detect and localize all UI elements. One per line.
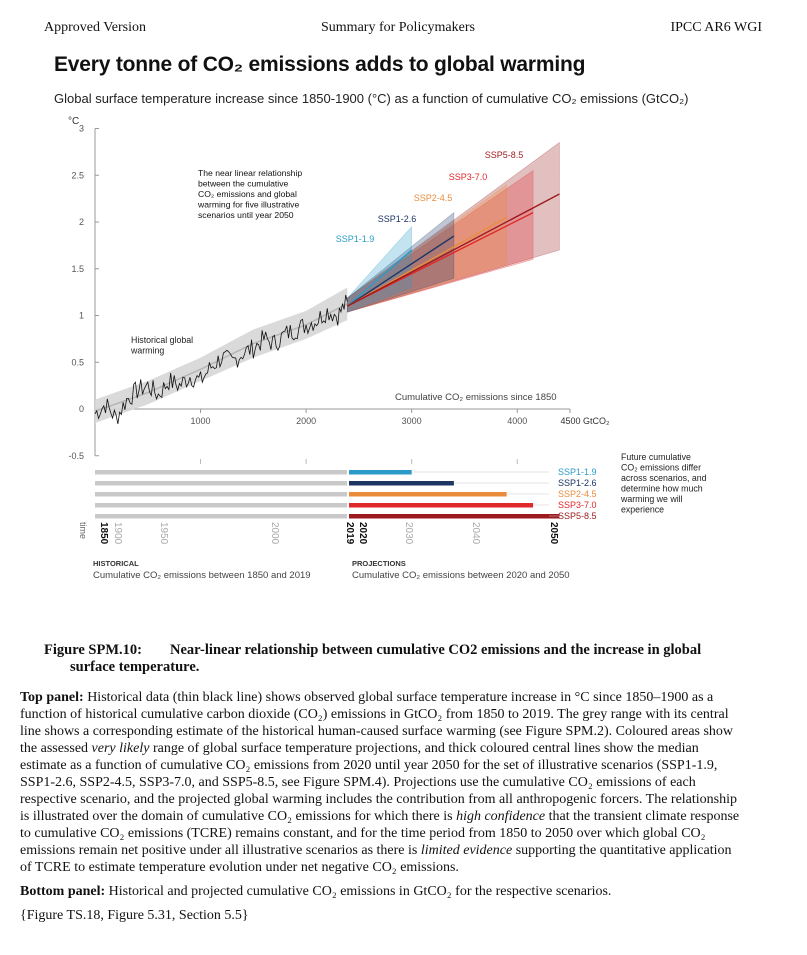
header-section: Summary for Policymakers — [321, 20, 475, 35]
annotation-historical-line: Historical global — [131, 335, 193, 345]
annotation-linear-line: The near linear relationship — [198, 168, 302, 178]
annotation-linear-line: CO₂ emissions and global — [198, 189, 297, 199]
label-ssp1-19: SSP1-1.9 — [336, 234, 375, 244]
legend-ssp1-19: SSP1-1.9 — [558, 467, 597, 477]
range-ssp1-19 — [346, 225, 412, 313]
top-panel-text-d: supporting the quantitative application … — [20, 843, 732, 875]
caption-title-line2: surface temperature. — [70, 659, 200, 675]
top-panel-em1: very likely — [91, 741, 150, 756]
central-line-ssp5-85 — [346, 193, 560, 307]
time-tick-label: 2000 — [269, 522, 280, 545]
range-ssp3-70 — [346, 170, 534, 313]
caption-title: Figure SPM.10: Near-linear relationship b… — [44, 642, 744, 676]
future-note-line: across scenarios, and — [621, 473, 707, 483]
top-panel-text-b: range of global surface temperature proj… — [20, 741, 738, 824]
historical-central-line — [94, 303, 348, 413]
top-panel-em2: high confidence — [456, 809, 546, 824]
historical-bar — [95, 470, 347, 475]
x-axis-unit: 4500 GtCO₂ — [560, 416, 610, 426]
annotation-historical-line: warming — [130, 346, 164, 356]
x-tick-label: 1000 — [191, 416, 211, 426]
range-ssp5-85 — [346, 141, 560, 313]
x-axis-label: Cumulative CO₂ emissions since 1850 — [395, 392, 557, 403]
header-report: IPCC AR6 WGI — [670, 20, 762, 35]
projection-subheading: Cumulative CO₂ emissions between 2020 an… — [352, 570, 570, 581]
time-tick-label: 1850 — [98, 522, 109, 545]
legend-ssp1-26: SSP1-2.6 — [558, 478, 597, 488]
time-tick-label: 2050 — [548, 522, 559, 545]
historical-bar — [95, 492, 347, 497]
historical-observed-line — [94, 294, 348, 425]
projection-bar-ssp1-26 — [349, 481, 454, 486]
legend-ssp5-85: SSP5-8.5 — [558, 511, 597, 521]
caption-body: Top panel: Historical data (thin black l… — [20, 689, 740, 931]
label-ssp2-45: SSP2-4.5 — [414, 193, 453, 203]
time-tick-label: 2020 — [357, 522, 368, 545]
header-version: Approved Version — [44, 20, 147, 35]
y-tick-label: 2 — [79, 217, 84, 227]
future-note-line: CO₂ emissions differ — [621, 463, 701, 473]
caption-refs: {Figure TS.18, Figure 5.31, Section 5.5} — [20, 908, 249, 923]
y-tick-label: 2.5 — [71, 170, 84, 180]
projection-bar-ssp5-85 — [349, 514, 560, 519]
label-ssp5-85: SSP5-8.5 — [485, 150, 524, 160]
time-tick-label: 2030 — [403, 522, 414, 545]
caption-title-line1: Near-linear relationship between cumulat… — [170, 642, 702, 658]
caption-number: Figure SPM.10: — [44, 642, 142, 658]
future-note-line: Future cumulative — [621, 452, 691, 462]
label-ssp1-26: SSP1-2.6 — [378, 214, 417, 224]
time-tick-label: 2040 — [470, 522, 481, 545]
central-line-ssp1-26 — [346, 235, 455, 307]
legend-ssp2-45: SSP2-4.5 — [558, 489, 597, 499]
historical-range — [95, 287, 348, 424]
y-axis-label: °C — [68, 116, 79, 127]
y-tick-label: 0 — [79, 404, 84, 414]
page-header: Approved Version Summary for Policymaker… — [44, 20, 762, 38]
bottom-panel-text: Historical and projected cumulative CO₂ … — [105, 884, 612, 899]
caption-top-panel: Top panel: Historical data (thin black l… — [20, 689, 740, 876]
annotation-linear-line: scenarios until year 2050 — [198, 210, 294, 220]
figure-graphic: 3 2.5 2 1.5 1 0.5 0 -0.5 °C 1000 2000 3000 4000 4500 … — [68, 116, 707, 581]
legend-ssp3-70: SSP3-7.0 — [558, 500, 597, 510]
future-note-line: warming we will — [620, 494, 683, 504]
time-tick-label: 2019 — [344, 522, 355, 545]
time-tick-label: 1950 — [158, 522, 169, 545]
historical-bar — [95, 503, 347, 508]
y-tick-label: 3 — [79, 124, 84, 134]
time-tick-label: 1900 — [112, 522, 123, 545]
annotation-linear-line: warming for five illustrative — [197, 200, 299, 210]
y-tick-label: -0.5 — [68, 451, 84, 461]
projection-bar-ssp2-45 — [349, 492, 507, 497]
label-ssp3-70: SSP3-7.0 — [449, 172, 488, 182]
historical-bar — [95, 481, 347, 486]
bottom-chart: SSP1-1.9SSP1-2.6SSP2-4.5SSP3-7.0SSP5-8.5… — [78, 452, 707, 581]
future-note-line: determine how much — [621, 484, 703, 494]
range-ssp1-26 — [346, 212, 455, 313]
x-tick-label: 3000 — [402, 416, 422, 426]
y-tick-label: 1.5 — [71, 264, 84, 274]
historical-subheading: Cumulative CO₂ emissions between 1850 an… — [93, 570, 311, 581]
projection-bar-ssp1-19 — [349, 470, 412, 475]
top-panel-label: Top panel: — [20, 690, 84, 705]
historical-bar — [95, 514, 347, 519]
future-note-line: experience — [621, 505, 664, 515]
figure-title: Every tonne of CO₂ emissions adds to glo… — [54, 53, 586, 76]
x-tick-label: 4000 — [507, 416, 527, 426]
x-tick-label: 2000 — [296, 416, 316, 426]
historical-heading: HISTORICAL — [93, 559, 139, 568]
projection-heading: PROJECTIONS — [352, 559, 406, 568]
top-panel-em3: limited evidence — [420, 843, 513, 858]
y-tick-label: 0.5 — [71, 357, 84, 367]
figure-subtitle: Global surface temperature increase sinc… — [54, 91, 689, 106]
y-tick-label: 1 — [79, 311, 84, 321]
caption-bottom-panel: Bottom panel: Historical and projected c… — [20, 883, 740, 900]
top-chart: 3 2.5 2 1.5 1 0.5 0 -0.5 °C 1000 2000 3000 4000 4500 … — [68, 116, 610, 461]
time-axis-label: time — [78, 522, 88, 539]
top-panel-text-a: Historical data (thin black line) shows … — [20, 690, 734, 756]
central-line-ssp1-19 — [346, 249, 413, 307]
projection-bar-ssp3-70 — [349, 503, 534, 508]
top-panel-text-c: that the transient climate response to c… — [20, 809, 740, 858]
annotation-linear-line: between the cumulative — [198, 179, 289, 189]
bottom-panel-label: Bottom panel: — [20, 884, 106, 899]
